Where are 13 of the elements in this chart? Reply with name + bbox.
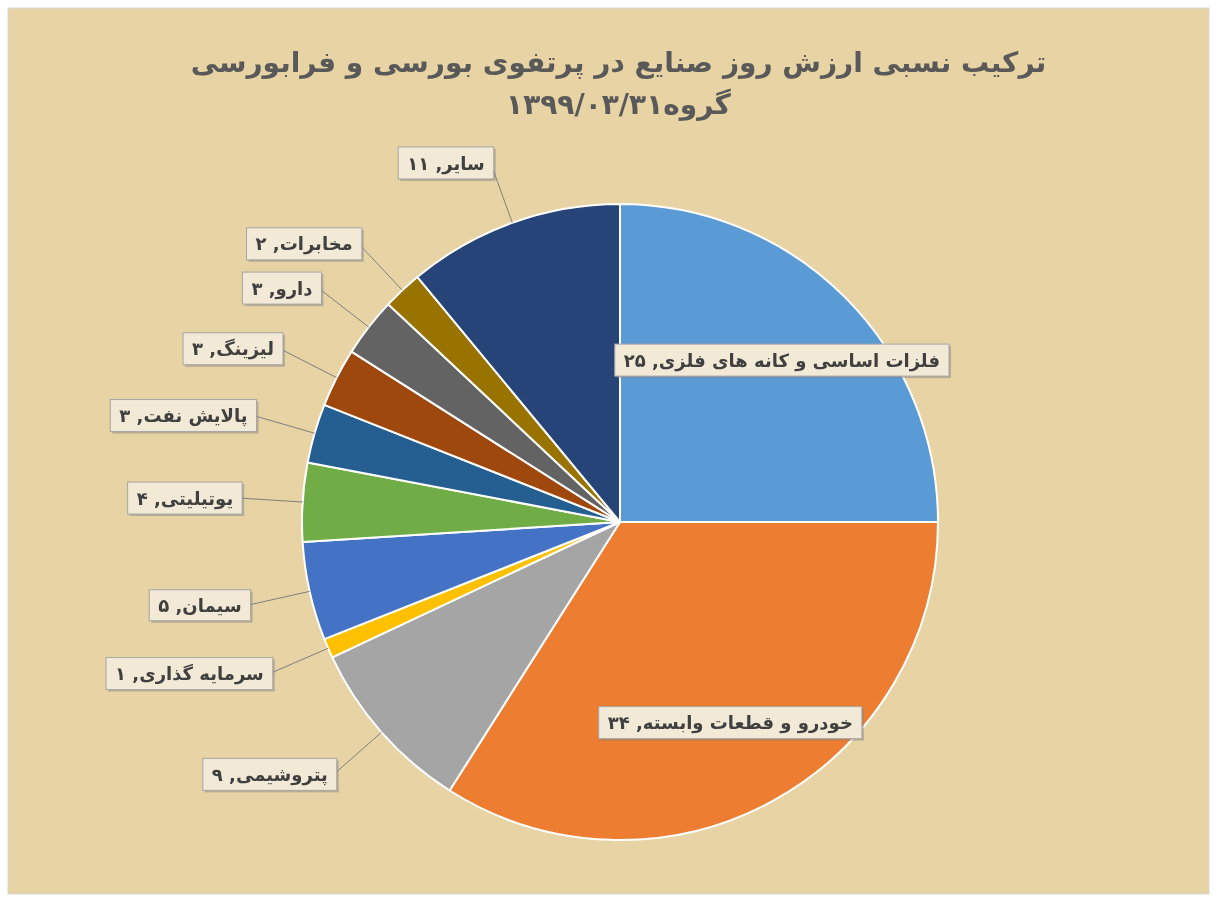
slice-label: سیمان, ۵ bbox=[158, 594, 242, 616]
slice-label: فلزات اساسی و کانه های فلزی, ۲۵ bbox=[623, 349, 941, 372]
slice-label: سایر, ۱۱ bbox=[407, 152, 485, 175]
slice-label: خودرو و قطعات وابسته, ۳۴ bbox=[607, 712, 853, 735]
slice-label: پالایش نفت, ۳ bbox=[119, 405, 248, 428]
slice-label: سرمایه گذاری, ۱ bbox=[115, 663, 264, 686]
chart-title: ترکیب نسبی ارزش روز صنایع در پرتفوی بورسی و فرابورسی bbox=[190, 46, 1047, 79]
slice-label: یوتیلیتی, ۴ bbox=[136, 487, 234, 510]
chart-subtitle: گروه۱۳۹۹/۰۳/۳۱ bbox=[506, 88, 732, 121]
slice-label: پتروشیمی, ۹ bbox=[211, 763, 328, 786]
slice-label: مخابرات, ۲ bbox=[255, 233, 353, 256]
slice-label: لیزینگ, ۳ bbox=[192, 338, 274, 361]
slice-label: دارو, ۳ bbox=[251, 277, 313, 300]
